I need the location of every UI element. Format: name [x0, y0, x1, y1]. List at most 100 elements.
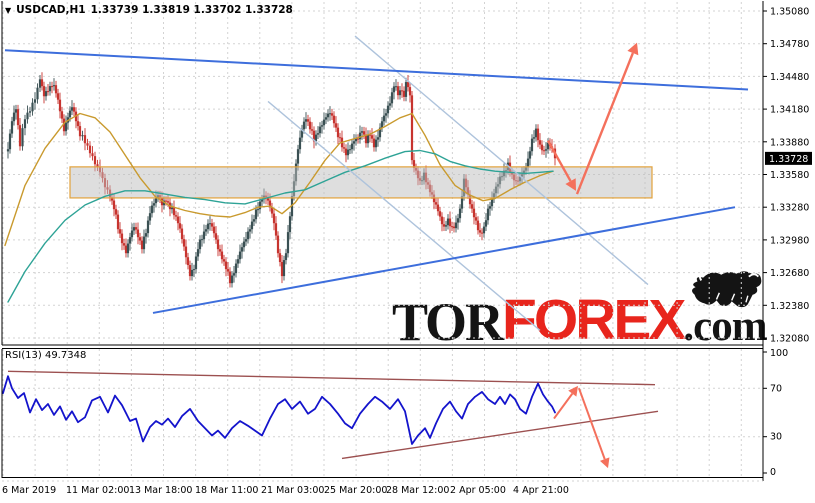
symbol-dropdown-icon[interactable]: ▼ — [5, 5, 12, 15]
candlestick — [470, 204, 474, 209]
candlestick — [350, 143, 354, 150]
candlestick — [336, 127, 340, 138]
candlestick — [490, 198, 494, 207]
forecast-arrow-up-head[interactable] — [627, 42, 639, 56]
blue-trendline[interactable] — [152, 206, 736, 314]
candlestick — [204, 229, 208, 232]
candlestick — [172, 207, 176, 216]
candlestick — [322, 119, 326, 126]
price-axis-label: 1.35080 — [770, 7, 809, 18]
candlestick — [78, 126, 82, 137]
candlestick — [212, 226, 216, 234]
price-axis-label: 1.33280 — [770, 203, 809, 214]
candlestick — [72, 107, 76, 112]
candlestick — [438, 211, 442, 217]
candlestick — [114, 209, 118, 215]
candlestick — [210, 223, 214, 227]
candlestick — [476, 220, 480, 231]
candlestick — [544, 149, 548, 151]
rsi-trendline[interactable] — [341, 410, 659, 460]
candlestick — [140, 240, 144, 250]
candlestick — [236, 259, 240, 264]
watermark-forex: FOREX — [502, 288, 686, 353]
candlestick — [374, 139, 378, 148]
candlestick — [460, 196, 464, 209]
candlestick — [182, 239, 186, 247]
candlestick — [376, 137, 380, 140]
candlestick — [148, 213, 152, 221]
candlestick — [388, 103, 392, 106]
candlestick — [536, 128, 540, 141]
rsi-trendline[interactable] — [7, 370, 656, 386]
candlestick — [446, 218, 450, 226]
price-axis-label: 1.34480 — [770, 72, 809, 83]
candlestick — [270, 207, 274, 214]
current-price-label: 1.33728 — [769, 154, 808, 165]
candlestick — [10, 121, 14, 134]
candlestick — [150, 205, 154, 214]
candlestick — [218, 249, 222, 252]
candlestick — [434, 202, 438, 205]
time-axis-label: 11 Mar 02:00 — [66, 485, 129, 496]
candlestick — [70, 107, 74, 111]
candlestick — [234, 263, 238, 274]
candlestick — [14, 109, 18, 113]
candlestick — [68, 110, 72, 118]
candlestick — [320, 125, 324, 127]
candlestick — [54, 85, 58, 94]
rsi-indicator-label: RSI(13) 49.7348 — [5, 350, 87, 361]
candlestick — [244, 239, 248, 242]
forecast-arrow-down-head[interactable] — [565, 178, 576, 191]
candlestick — [81, 135, 84, 137]
gray-trendline[interactable] — [267, 100, 541, 331]
candlestick — [246, 231, 250, 240]
candlestick — [304, 119, 308, 122]
candlestick — [258, 201, 262, 210]
candlestick — [488, 206, 492, 209]
gray-trendline[interactable] — [354, 35, 649, 286]
candlestick — [378, 127, 382, 138]
candlestick — [366, 134, 370, 144]
candlestick — [28, 111, 32, 113]
rsi-arrow-down-head[interactable] — [599, 457, 610, 469]
candlestick — [398, 90, 402, 96]
candlestick — [33, 99, 37, 103]
rsi-arrow-up-head[interactable] — [568, 385, 578, 397]
rsi-arrow-down[interactable] — [578, 387, 606, 460]
candlestick — [486, 208, 490, 221]
price-axis-label: 1.32680 — [770, 268, 809, 279]
candlestick — [436, 204, 440, 212]
candlestick — [528, 151, 532, 159]
rsi-line — [2, 375, 556, 445]
time-axis-label: 2 Apr 05:00 — [450, 485, 506, 496]
candlestick — [472, 208, 476, 218]
candlestick — [222, 259, 226, 262]
candlestick — [298, 137, 302, 150]
candlestick — [284, 253, 288, 261]
candlestick — [240, 247, 244, 252]
candlestick — [83, 135, 87, 144]
symbol-title: ▼ USDCAD,H1 1.33739 1.33819 1.33702 1.33… — [5, 4, 293, 16]
candlestick — [152, 203, 156, 206]
candlestick — [300, 129, 304, 138]
candlestick — [390, 92, 394, 104]
candlestick — [56, 93, 60, 100]
candlestick — [228, 271, 232, 284]
blue-trendline[interactable] — [4, 49, 749, 91]
forecast-arrow-down[interactable] — [546, 140, 572, 182]
candlestick — [206, 223, 210, 230]
candlestick — [8, 133, 12, 150]
candlestick — [404, 82, 408, 97]
candlestick — [238, 251, 242, 260]
candlestick — [456, 218, 460, 223]
candlestick — [384, 113, 388, 116]
candlestick — [194, 256, 198, 270]
forecast-arrow-up[interactable] — [575, 52, 634, 195]
candlestick — [130, 230, 134, 238]
candlestick — [360, 131, 364, 133]
rsi-arrow-up[interactable] — [553, 393, 574, 420]
candlestick — [166, 201, 170, 203]
candlestick — [480, 232, 484, 234]
candlestick — [346, 149, 350, 156]
candlestick — [386, 105, 390, 114]
